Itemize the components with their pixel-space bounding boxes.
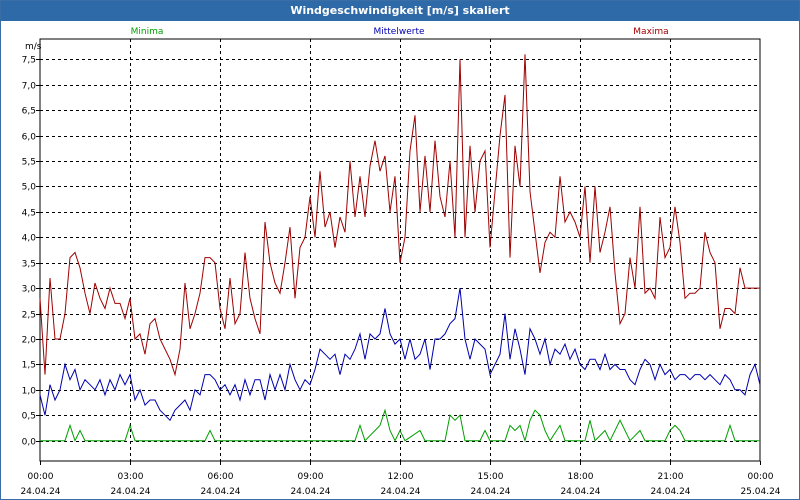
x-tick-date-label: 24.04.24 [20, 487, 60, 497]
y-tick-label: 7,0 [22, 82, 37, 92]
x-tick-date-label: 25.04.24 [740, 487, 780, 497]
y-tick-label: 6,0 [22, 133, 37, 143]
y-tick-label: 2,5 [22, 311, 36, 321]
legend-minima: Minima [131, 27, 164, 37]
x-tick-date-label: 24.04.24 [200, 487, 240, 497]
x-tick-date-label: 24.04.24 [470, 487, 510, 497]
series-line-minima [40, 408, 760, 443]
y-tick-label: 7,5 [22, 56, 36, 66]
x-tick-date-label: 24.04.24 [290, 487, 330, 497]
x-tick-time-label: 21:00 [658, 472, 684, 482]
y-tick-label: 0,0 [22, 438, 37, 448]
y-tick-label: 1,0 [22, 387, 37, 397]
y-tick-label: 2,0 [22, 336, 37, 346]
x-tick-date-label: 24.04.24 [650, 487, 690, 497]
x-tick-date-label: 24.04.24 [110, 487, 150, 497]
y-tick-label: 3,5 [22, 260, 36, 270]
x-tick-date-label: 24.04.24 [380, 487, 420, 497]
x-tick-time-label: 18:00 [568, 472, 594, 482]
x-tick-time-label: 15:00 [478, 472, 504, 482]
y-tick-label: 5,0 [22, 183, 37, 193]
series-line-mittelwerte [39, 288, 761, 422]
y-tick-label: 4,0 [22, 234, 37, 244]
y-tick-label: 3,0 [22, 285, 37, 295]
y-tick-label: 1,5 [22, 361, 36, 371]
x-tick-time-label: 09:00 [298, 472, 324, 482]
legend-mittelwerte: Mittelwerte [373, 27, 424, 37]
y-tick-label: 4,5 [22, 209, 36, 219]
x-tick-time-label: 03:00 [118, 472, 144, 482]
y-axis-label: m/s [25, 42, 42, 52]
y-tick-label: 6,5 [22, 107, 36, 117]
legend-maxima: Maxima [633, 27, 668, 37]
y-tick-label: 0,5 [22, 412, 36, 422]
x-tick-time-label: 00:00 [28, 472, 54, 482]
x-tick-date-label: 24.04.24 [560, 487, 600, 497]
chart-title: Windgeschwindigkeit [m/s] skaliert [1, 1, 799, 21]
series-line-maxima [39, 54, 760, 377]
x-tick-time-label: 06:00 [208, 472, 234, 482]
x-tick-time-label: 00:00 [748, 472, 774, 482]
x-tick-time-label: 12:00 [388, 472, 414, 482]
y-tick-label: 5,5 [22, 158, 36, 168]
